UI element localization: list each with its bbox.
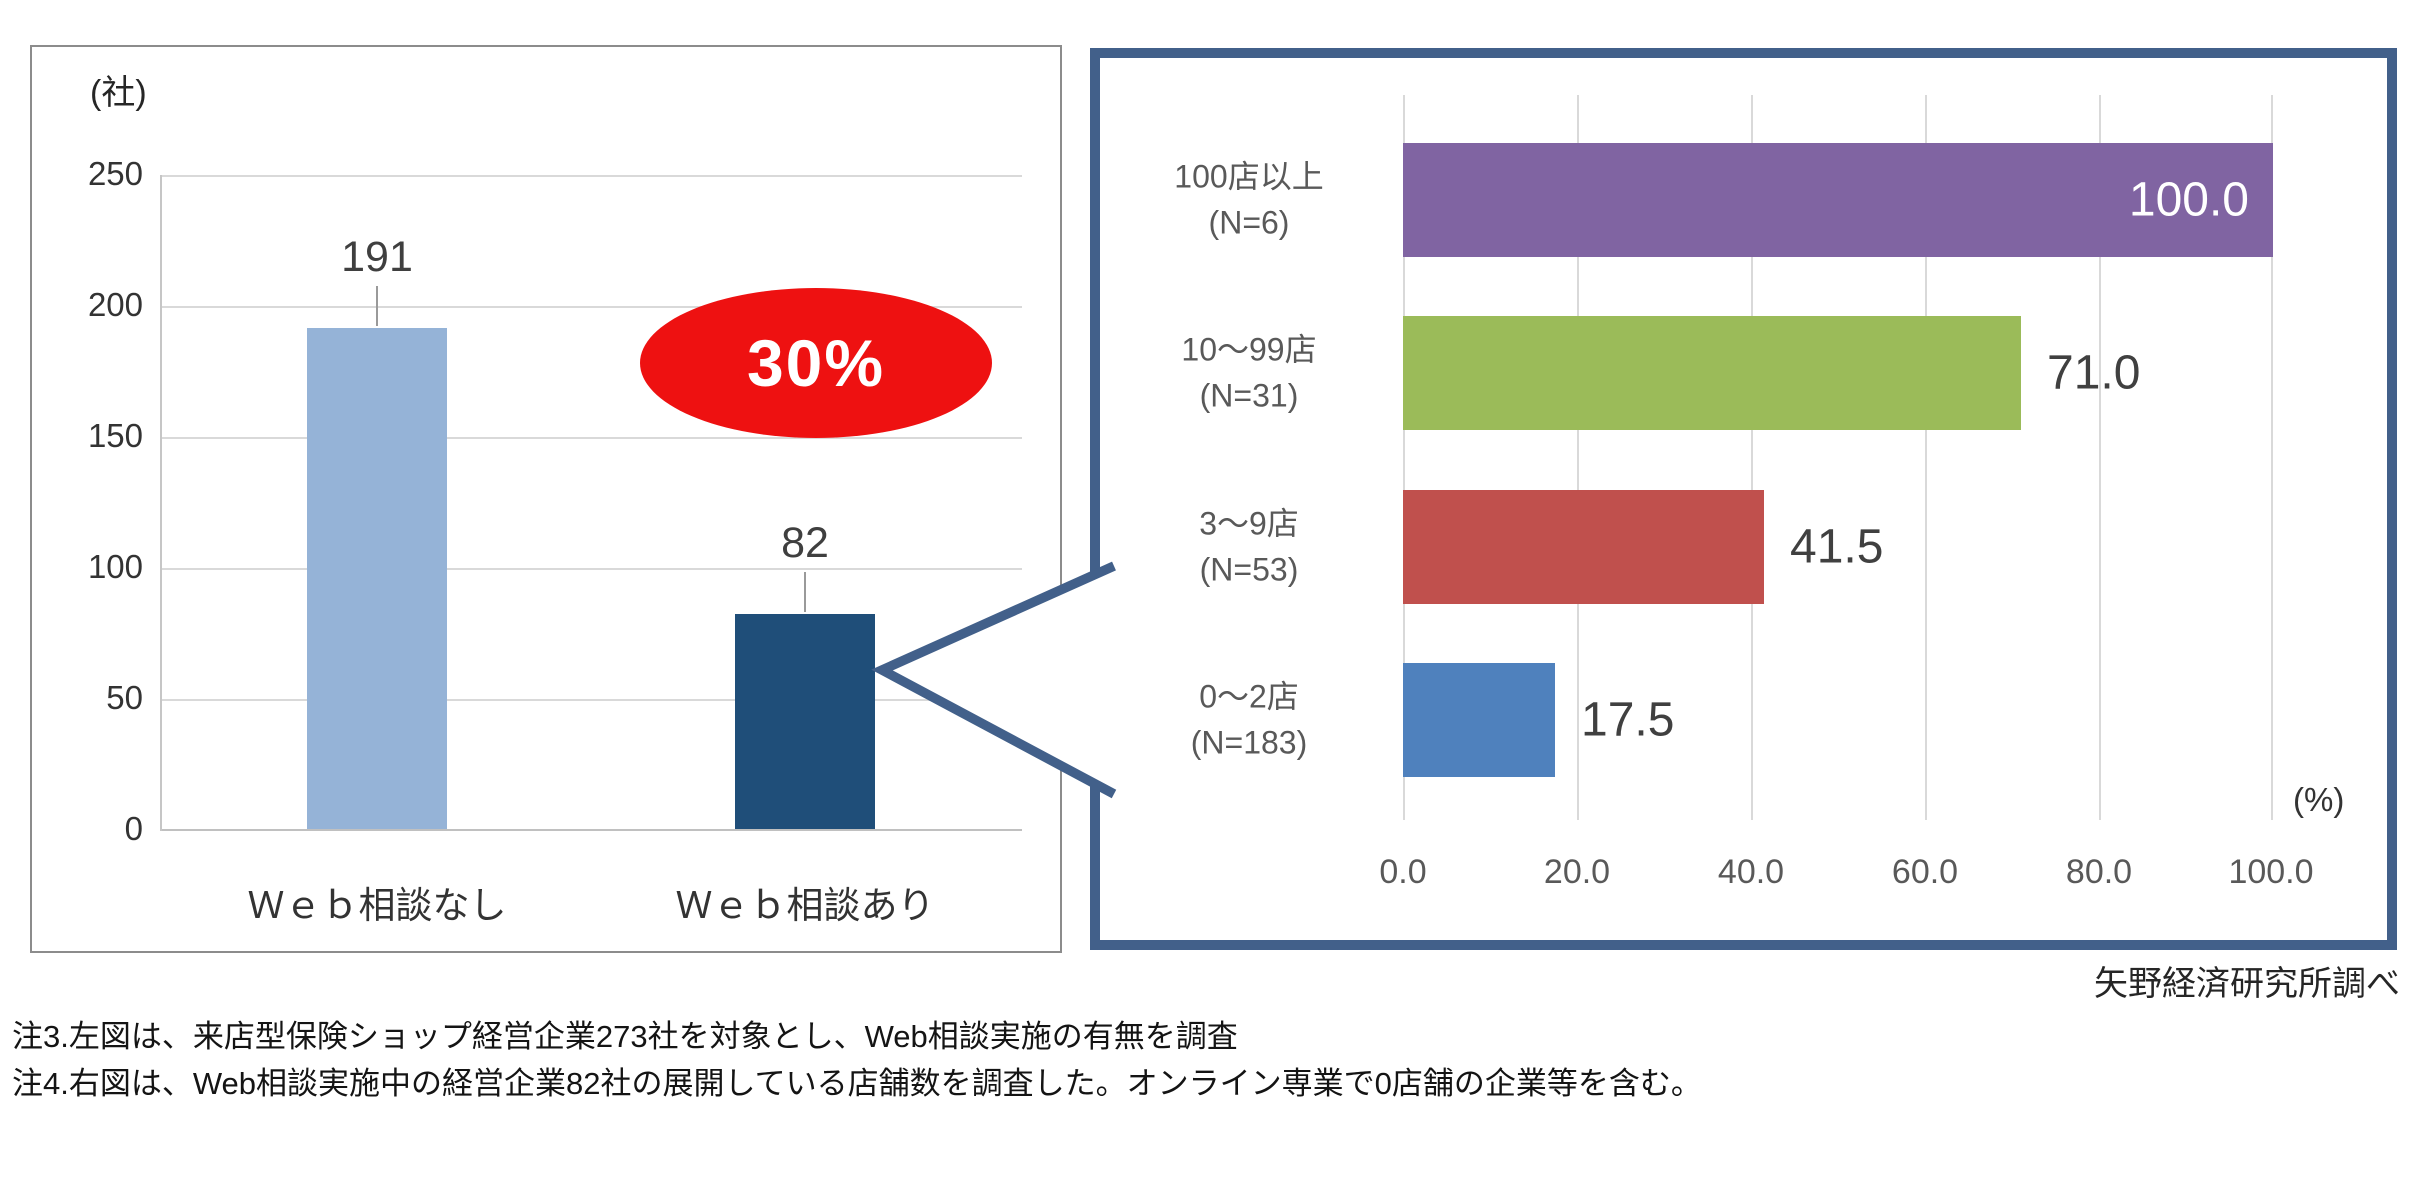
- data-label-leader-line: [804, 572, 806, 612]
- gridline: [160, 568, 1022, 570]
- bar-value-label: 82: [781, 519, 829, 567]
- y-tick-label: 0: [124, 810, 143, 847]
- y-category-label: 0～2店 (N=183): [1103, 674, 1395, 767]
- bar-value-label: 100.0: [2128, 173, 2249, 227]
- footnote-4: 注4.右図は、Web相談実施中の経営企業82社の展開している店舗数を調査した。オ…: [12, 1065, 1702, 1101]
- bar-web-soudan-ari: [735, 614, 875, 829]
- x-tick-label: 0.0: [1379, 853, 1427, 891]
- gridline: [1925, 95, 1927, 820]
- category-line1: 3～9店: [1199, 505, 1299, 542]
- bar-10-99-stores: [1403, 316, 2021, 430]
- left-y-axis-unit: (社): [90, 74, 147, 112]
- y-tick-label: 50: [106, 679, 143, 716]
- category-line1: 0～2店: [1199, 678, 1299, 715]
- left-chart-panel: (社) 0 50 100 150 200 250 191 82 Ｗｅｂ相談なし …: [30, 45, 1062, 953]
- bar-value-label: 17.5: [1581, 693, 1675, 747]
- x-tick-label: 20.0: [1543, 853, 1611, 891]
- highlight-ellipse-30pct: 30%: [640, 288, 992, 438]
- gridline: [1751, 95, 1753, 820]
- y-tick-label: 200: [87, 286, 143, 323]
- category-line1: 100店以上: [1174, 158, 1324, 195]
- data-label-leader-line: [376, 286, 378, 326]
- bar-web-soudan-nashi: [307, 328, 447, 829]
- gridline: [160, 437, 1022, 439]
- highlight-ellipse-label: 30%: [746, 326, 886, 400]
- bar-value-label: 41.5: [1790, 520, 1884, 574]
- x-axis-unit: (%): [2293, 781, 2345, 818]
- left-plot-area: 0 50 100 150 200 250 191 82 Ｗｅｂ相談なし Ｗｅｂ相…: [88, 155, 1022, 926]
- gridline: [1403, 95, 1405, 820]
- gridline: [160, 175, 1022, 177]
- bar-100-stores-plus: [1403, 143, 2273, 257]
- y-tick-label: 150: [87, 417, 143, 454]
- y-tick-label: 250: [87, 155, 143, 192]
- bar-3-9-stores: [1403, 490, 1764, 604]
- x-category-label: Ｗｅｂ相談あり: [675, 885, 935, 926]
- x-tick-label: 80.0: [2065, 853, 2133, 891]
- right-chart-panel: 100.0 71.0 41.5 17.5 100店以上 (N=6) 10～99店…: [1090, 48, 2397, 950]
- category-line2: (N=183): [1190, 725, 1308, 761]
- x-tick-label: 100.0: [2228, 853, 2314, 891]
- bar-value-label: 191: [341, 233, 413, 281]
- x-tick-label: 60.0: [1891, 853, 1959, 891]
- y-tick-label: 100: [87, 548, 143, 585]
- gridline: [160, 699, 1022, 701]
- x-category-label: Ｗｅｂ相談なし: [247, 885, 507, 926]
- y-category-label: 3～9店 (N=53): [1103, 501, 1395, 594]
- category-line2: (N=31): [1199, 378, 1299, 414]
- gridline: [2271, 95, 2273, 820]
- y-category-label: 100店以上 (N=6): [1103, 154, 1395, 247]
- y-axis-line: [160, 175, 162, 831]
- category-line2: (N=6): [1208, 205, 1290, 241]
- category-line2: (N=53): [1199, 552, 1299, 588]
- gridline: [1577, 95, 1579, 820]
- bar-0-2-stores: [1403, 663, 1555, 777]
- gridline: [2099, 95, 2101, 820]
- category-line1: 10～99店: [1181, 331, 1317, 368]
- source-attribution: 矢野経済研究所調べ: [2094, 965, 2400, 1003]
- x-tick-label: 40.0: [1717, 853, 1785, 891]
- right-plot-area: 100.0 71.0 41.5 17.5 100店以上 (N=6) 10～99店…: [1174, 95, 2344, 891]
- y-category-label: 10～99店 (N=31): [1103, 327, 1395, 420]
- bar-value-label: 71.0: [2047, 346, 2141, 400]
- footnote-3: 注3.左図は、来店型保険ショップ経営企業273社を対象とし、Web相談実施の有無…: [12, 1019, 1238, 1054]
- x-axis-baseline: [160, 829, 1022, 831]
- gridline: [160, 306, 1022, 308]
- footnotes: 注3.左図は、来店型保険ショップ経営企業273社を対象とし、Web相談実施の有無…: [12, 1014, 1702, 1107]
